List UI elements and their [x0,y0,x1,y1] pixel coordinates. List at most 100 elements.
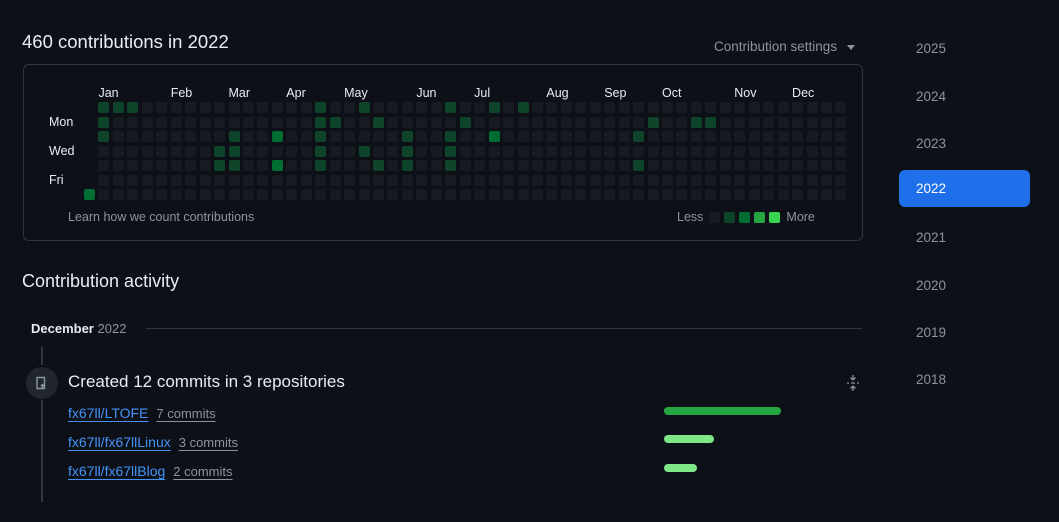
contribution-day[interactable] [416,189,428,200]
contribution-day[interactable] [676,116,688,128]
contribution-day[interactable] [806,145,818,157]
contribution-day[interactable] [271,145,283,157]
contribution-day[interactable] [820,189,832,200]
contribution-day[interactable] [662,160,673,171]
contribution-day[interactable] [401,160,413,171]
contribution-day[interactable] [618,116,630,128]
contribution-day[interactable] [575,145,587,157]
contribution-day[interactable] [156,174,168,186]
contribution-day[interactable] [141,145,153,157]
contribution-day[interactable] [112,189,124,200]
contribution-day[interactable] [618,145,630,157]
contribution-day[interactable] [835,145,847,157]
contribution-day[interactable] [546,102,558,113]
contribution-day[interactable] [748,174,760,186]
contribution-day[interactable] [127,189,139,200]
contribution-day[interactable] [185,102,197,113]
contribution-day[interactable] [387,116,399,128]
commit-count-link[interactable]: 7 commits [156,406,216,421]
contribution-day[interactable] [199,145,211,157]
contribution-day[interactable] [474,116,486,128]
contribution-day[interactable] [820,160,832,171]
contribution-day[interactable] [98,102,110,113]
contribution-day[interactable] [589,174,601,186]
contribution-day[interactable] [228,116,240,128]
year-link-2021[interactable]: 2021 [916,230,947,245]
contribution-day[interactable] [503,145,515,157]
contribution-day[interactable] [315,102,327,113]
contribution-day[interactable] [690,174,702,186]
contribution-day[interactable] [329,116,341,128]
contribution-day[interactable] [748,131,760,142]
contribution-day[interactable] [820,174,832,186]
contribution-day[interactable] [820,116,832,128]
contribution-day[interactable] [459,189,471,200]
contribution-day[interactable] [690,116,702,128]
year-link-2019[interactable]: 2019 [916,325,947,340]
contribution-day[interactable] [503,189,515,200]
contribution-day[interactable] [228,102,240,113]
contribution-day[interactable] [835,102,847,113]
contribution-day[interactable] [214,116,226,128]
contribution-day[interactable] [618,174,630,186]
contribution-day[interactable] [141,174,153,186]
contribution-day[interactable] [300,145,312,157]
contribution-day[interactable] [560,102,572,113]
contribution-day[interactable] [315,189,327,200]
contribution-day[interactable] [257,189,269,200]
contribution-day[interactable] [315,145,327,157]
contribution-day[interactable] [835,174,847,186]
contribution-day[interactable] [560,160,572,171]
contribution-day[interactable] [112,116,124,128]
contribution-day[interactable] [271,174,283,186]
contribution-day[interactable] [127,102,139,113]
contribution-day[interactable] [763,160,775,171]
contribution-day[interactable] [199,116,211,128]
contribution-day[interactable] [835,116,847,128]
contribution-day[interactable] [633,160,645,171]
contribution-day[interactable] [531,131,543,142]
contribution-day[interactable] [575,174,587,186]
contribution-day[interactable] [214,160,226,171]
contribution-day[interactable] [445,131,457,142]
contribution-day[interactable] [792,189,804,200]
contribution-day[interactable] [271,189,283,200]
contribution-day[interactable] [156,131,168,142]
contribution-day[interactable] [777,131,789,142]
contribution-day[interactable] [719,189,731,200]
contribution-day[interactable] [705,189,717,200]
contribution-day[interactable] [373,145,384,157]
contribution-day[interactable] [156,102,168,113]
contribution-day[interactable] [315,160,327,171]
contribution-day[interactable] [618,160,630,171]
contribution-day[interactable] [748,189,760,200]
contribution-day[interactable] [300,116,312,128]
contribution-day[interactable] [199,174,211,186]
contribution-day[interactable] [170,102,182,113]
contribution-day[interactable] [662,145,673,157]
contribution-day[interactable] [575,189,587,200]
contribution-settings-button[interactable]: Contribution settings [714,39,856,54]
contribution-day[interactable] [474,160,486,171]
contribution-day[interactable] [488,160,500,171]
contribution-day[interactable] [647,189,659,200]
contribution-day[interactable] [806,189,818,200]
contribution-day[interactable] [358,116,370,128]
contribution-day[interactable] [792,102,804,113]
contribution-day[interactable] [531,145,543,157]
contribution-day[interactable] [647,102,659,113]
contribution-day[interactable] [373,116,384,128]
contribution-day[interactable] [127,145,139,157]
contribution-day[interactable] [705,116,717,128]
contribution-day[interactable] [589,116,601,128]
contribution-day[interactable] [503,174,515,186]
contribution-day[interactable] [676,160,688,171]
contribution-day[interactable] [575,131,587,142]
contribution-day[interactable] [647,116,659,128]
contribution-day[interactable] [445,160,457,171]
contribution-day[interactable] [445,116,457,128]
contribution-day[interactable] [286,174,298,186]
contribution-day[interactable] [806,160,818,171]
repo-link[interactable]: fx67ll/LTOFE [68,405,149,421]
contribution-day[interactable] [358,174,370,186]
